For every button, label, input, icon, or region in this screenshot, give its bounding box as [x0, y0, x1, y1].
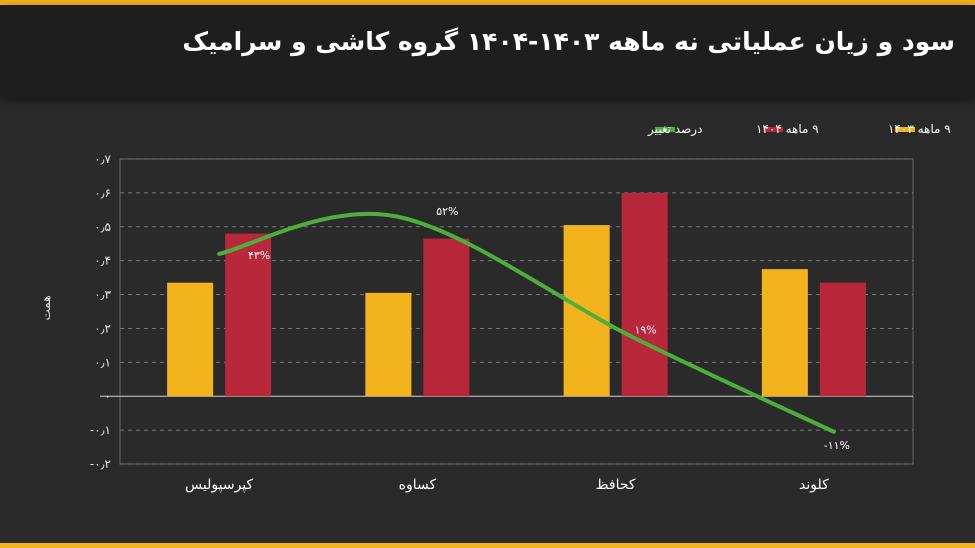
change-label: ۱۹% [634, 324, 656, 337]
legend-label-change: درصد تغییر [647, 122, 702, 137]
header-panel: سود و زیان عملیاتی نه ماهه ۱۴۰۳-۱۴۰۴ گرو… [0, 5, 975, 97]
change-line [217, 211, 836, 434]
y-tick-label: ۰ [105, 389, 111, 403]
bar-1404 [819, 282, 866, 397]
change-label: ۵۲% [436, 205, 458, 218]
y-tick-label: ۰٫۵ [94, 220, 111, 234]
bar-1404 [621, 192, 668, 397]
y-tick-label: -۰٫۲ [90, 457, 111, 471]
bar-1403 [167, 282, 214, 397]
page-title: سود و زیان عملیاتی نه ماهه ۱۴۰۳-۱۴۰۴ گرو… [182, 27, 955, 56]
y-tick-label: -۰٫۱ [90, 423, 111, 437]
y-tick-label: ۰٫۶ [94, 186, 111, 200]
top-accent-strip [0, 0, 975, 5]
x-category-label: کلوند [799, 477, 829, 493]
legend-label-1403: ۹ ماهه ۱۴۰۳ [888, 122, 951, 136]
change-line-layer [217, 211, 836, 434]
legend-swatch-1404 [763, 127, 783, 132]
y-tick-label: ۰٫۴ [94, 254, 111, 268]
y-tick-label: ۰٫۷ [94, 152, 111, 166]
y-axis-label: همت [39, 295, 53, 320]
bottom-accent-strip [0, 543, 975, 548]
y-tick-label: ۰٫۱ [94, 355, 111, 369]
bar-1403 [761, 269, 808, 397]
legend: ۹ ماهه ۱۴۰۳ ۹ ماهه ۱۴۰۴ درصد تغییر [647, 122, 951, 137]
x-category-label: کساوه [399, 477, 437, 493]
x-category-label: کحافظ [596, 477, 636, 493]
legend-label-1404: ۹ ماهه ۱۴۰۴ [756, 122, 819, 136]
plot-frame [119, 158, 914, 465]
bar-1404 [225, 233, 272, 397]
legend-swatch-change [655, 127, 675, 132]
bars [167, 192, 866, 397]
change-label: ۴۳% [248, 249, 270, 262]
labels: ۰٫۷ ۰٫۶ ۰٫۵ ۰٫۴ ۰٫۳ ۰٫۲ ۰٫۱ ۰ -۰٫۱ -۰٫۲ کپرسپولیس ک… [90, 152, 850, 493]
bar-1404 [423, 238, 470, 397]
y-tick-label: ۰٫۲ [94, 321, 111, 335]
x-category-label: کپرسپولیس [185, 477, 253, 493]
legend-swatch-1403 [895, 127, 915, 132]
bar-1403 [365, 292, 412, 397]
y-tick-label: ۰٫۳ [94, 288, 111, 302]
change-label: -۱۱% [824, 439, 850, 452]
